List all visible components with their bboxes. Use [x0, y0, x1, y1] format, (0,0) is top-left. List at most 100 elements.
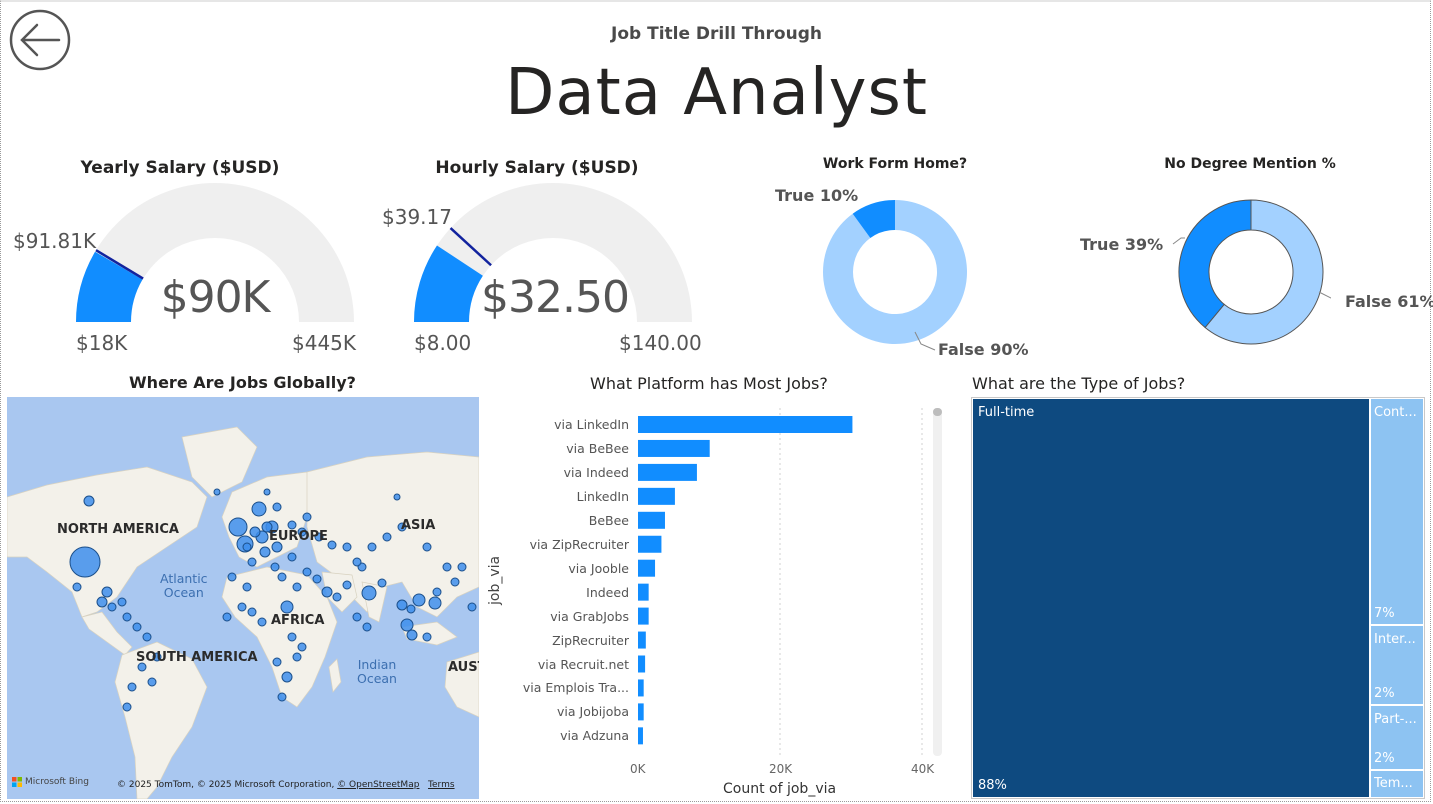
- map-bubble[interactable]: [397, 522, 407, 532]
- map-bubble[interactable]: [450, 577, 460, 587]
- map-bubble[interactable]: [406, 629, 418, 641]
- chart-scrollbar[interactable]: [933, 408, 942, 756]
- map-bubble[interactable]: [406, 604, 416, 614]
- map-bubble[interactable]: [342, 580, 352, 590]
- map-bubble[interactable]: [277, 572, 287, 582]
- map-bubble[interactable]: [222, 612, 232, 622]
- wfh-donut[interactable]: [815, 192, 975, 352]
- map-bubble[interactable]: [428, 596, 442, 610]
- map-bubble[interactable]: [377, 578, 387, 588]
- map-bubble[interactable]: [352, 557, 362, 567]
- bar[interactable]: [638, 487, 675, 505]
- map-canvas[interactable]: NORTH AMERICA EUROPE ASIA AFRICA SOUTH A…: [7, 397, 479, 799]
- map-bubble[interactable]: [270, 562, 280, 572]
- map-bubble[interactable]: [422, 542, 432, 552]
- map-bubble[interactable]: [147, 677, 157, 687]
- map-bubble[interactable]: [259, 546, 271, 558]
- donut-slice-false[interactable]: [1204, 199, 1324, 345]
- map-bubble[interactable]: [242, 542, 252, 552]
- bar[interactable]: [638, 583, 649, 601]
- map-bubble[interactable]: [107, 602, 117, 612]
- map-bubble[interactable]: [352, 612, 362, 622]
- bar[interactable]: [638, 463, 697, 481]
- map-bubble[interactable]: [122, 612, 132, 622]
- map-bubble[interactable]: [332, 592, 342, 602]
- scrollbar-thumb[interactable]: [933, 408, 942, 416]
- bar[interactable]: [638, 655, 646, 673]
- map-bubble[interactable]: [142, 632, 152, 642]
- treemap-tile-part-time[interactable]: Part-... 2%: [1371, 706, 1423, 769]
- map-bubble[interactable]: [280, 600, 294, 614]
- map-bubble[interactable]: [292, 582, 302, 592]
- map-bubble[interactable]: [314, 532, 324, 542]
- donut-slice-true[interactable]: [1178, 199, 1252, 329]
- map-bubble[interactable]: [137, 662, 147, 672]
- back-arrow-button[interactable]: [9, 9, 71, 71]
- map-bubble[interactable]: [132, 622, 142, 632]
- map-bubble[interactable]: [247, 607, 257, 617]
- openstreetmap-link[interactable]: © OpenStreetMap: [337, 780, 420, 790]
- bar[interactable]: [638, 607, 649, 625]
- map-bubble[interactable]: [83, 495, 95, 507]
- map-bubble[interactable]: [442, 562, 452, 572]
- map-bubble[interactable]: [342, 542, 352, 552]
- map-bubble[interactable]: [228, 517, 248, 537]
- map-bubble[interactable]: [321, 586, 333, 598]
- map-bubble[interactable]: [297, 642, 307, 652]
- bar[interactable]: [638, 727, 643, 745]
- map-bubble[interactable]: [247, 557, 257, 567]
- bar[interactable]: [638, 439, 710, 457]
- treemap-tile-temporary[interactable]: Tem...: [1371, 771, 1423, 797]
- map-bubble[interactable]: [367, 542, 377, 552]
- map-bubble[interactable]: [257, 617, 267, 627]
- map-bubble[interactable]: [72, 582, 82, 592]
- map-bubble[interactable]: [272, 502, 282, 512]
- map-bubble[interactable]: [152, 652, 162, 662]
- map-bubble[interactable]: [393, 493, 401, 501]
- map-bubble[interactable]: [362, 622, 372, 632]
- map-bubble[interactable]: [277, 692, 287, 702]
- map-bubble[interactable]: [312, 574, 322, 584]
- donut-slice-true[interactable]: [852, 200, 895, 239]
- map-bubble[interactable]: [127, 682, 137, 692]
- yearly-salary-gauge[interactable]: [60, 180, 370, 330]
- map-bubble[interactable]: [400, 618, 414, 632]
- map-bubble[interactable]: [281, 671, 293, 683]
- treemap-tile-contract[interactable]: Cont... 7%: [1371, 399, 1423, 624]
- map-bubble[interactable]: [297, 527, 307, 537]
- map-bubble[interactable]: [361, 585, 377, 601]
- map-bubble[interactable]: [287, 632, 297, 642]
- bar[interactable]: [638, 559, 656, 577]
- map-bubble[interactable]: [272, 657, 282, 667]
- map-bubble[interactable]: [251, 501, 267, 517]
- map-bubble[interactable]: [69, 546, 101, 578]
- map-bubble[interactable]: [122, 702, 132, 712]
- map-bubble[interactable]: [287, 520, 297, 530]
- terms-link[interactable]: Terms: [428, 780, 455, 790]
- hourly-salary-gauge[interactable]: [398, 180, 708, 330]
- map-bubble[interactable]: [467, 602, 477, 612]
- no-degree-donut[interactable]: [1171, 192, 1331, 352]
- bar[interactable]: [638, 703, 644, 721]
- map-bubble[interactable]: [382, 532, 392, 542]
- map-bubble[interactable]: [422, 632, 432, 642]
- treemap-tile-internship[interactable]: Inter... 2%: [1371, 626, 1423, 704]
- map-bubble[interactable]: [249, 526, 261, 538]
- map-bubble[interactable]: [213, 488, 221, 496]
- treemap-tile-full-time[interactable]: Full-time 88%: [973, 399, 1369, 797]
- map-bubble[interactable]: [263, 488, 271, 496]
- bar[interactable]: [638, 535, 662, 553]
- map-bubble[interactable]: [457, 562, 467, 572]
- job-type-treemap[interactable]: Full-time 88% Cont... 7% Inter... 2% Par…: [971, 397, 1425, 799]
- map-bubble[interactable]: [237, 602, 247, 612]
- donut-slice-false[interactable]: [823, 200, 967, 344]
- map-bubble[interactable]: [396, 599, 408, 611]
- map-bubble[interactable]: [242, 582, 252, 592]
- map-bubble[interactable]: [271, 541, 283, 553]
- map-bubble[interactable]: [117, 597, 127, 607]
- bar[interactable]: [638, 631, 646, 649]
- map-bubble[interactable]: [227, 572, 237, 582]
- map-bubble[interactable]: [292, 652, 302, 662]
- map-bubble[interactable]: [412, 593, 426, 607]
- map-bubble[interactable]: [432, 587, 442, 597]
